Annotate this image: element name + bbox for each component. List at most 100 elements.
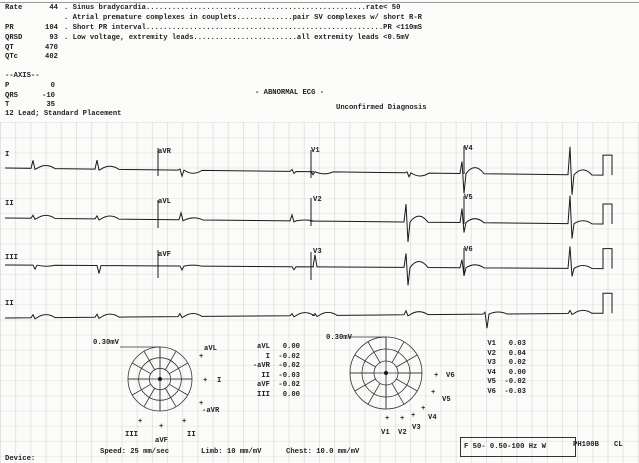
lead-label-iii: III — [5, 254, 18, 262]
vector-value: -0.03 — [278, 371, 300, 380]
limb-label-avl: aVL — [204, 345, 217, 353]
plus-mark: + — [431, 389, 436, 397]
measure-qtc-label: QTc — [5, 53, 18, 61]
vector-spoke — [132, 383, 151, 396]
plus-mark: + — [434, 372, 439, 380]
vector-spoke — [169, 383, 188, 396]
lead-label-v4: V4 — [464, 145, 473, 153]
filter-setting: F 50- 0.50-100 Hz W — [464, 443, 546, 451]
vector-value: -0.03 — [504, 387, 526, 396]
plus-mark: + — [411, 412, 416, 420]
vector-value: -0.02 — [278, 381, 300, 389]
limb-label-avf: aVF — [155, 437, 168, 445]
measure-pr-value: 104 — [45, 24, 58, 32]
vector-spoke — [169, 362, 188, 375]
vector-spoke — [143, 388, 156, 407]
measure-pr-label: PR — [5, 24, 14, 32]
vector-spoke — [354, 354, 376, 368]
vector-lead: V1 — [487, 340, 496, 348]
vector-value: 0.00 — [508, 368, 526, 377]
device-model: PH100B — [573, 441, 599, 449]
trace-row-4 — [4, 292, 613, 329]
lead-label-ii: II — [5, 200, 14, 208]
vector-spoke — [396, 354, 418, 368]
lead-label-v6: V6 — [464, 246, 473, 254]
limb-label-navr: -aVR — [202, 407, 220, 415]
device-label: Device: — [5, 455, 36, 463]
lead-label-v5: V5 — [464, 194, 473, 202]
top-rule — [0, 2, 639, 3]
chest-label-v2: V2 — [398, 429, 407, 437]
vector-spoke — [164, 388, 177, 407]
measure-rate-label: Rate — [5, 4, 23, 12]
vector-value: -0.02 — [278, 352, 300, 361]
vector-lead: V2 — [487, 349, 496, 358]
vector-value: -0.02 — [278, 362, 300, 370]
measure-rate-value: 44 — [49, 4, 58, 12]
lead-label-v2: V2 — [313, 196, 322, 204]
chest-scale: 0.30mV — [326, 334, 352, 342]
measure-qrsd-value: 93 — [49, 34, 58, 42]
limb-gain: Limb: 10 mm/mV — [201, 448, 262, 456]
limb-label-i: I — [217, 377, 222, 385]
limb-label-iii: III — [125, 431, 138, 439]
trace-row-2 — [4, 195, 613, 243]
vector-spoke — [354, 378, 376, 392]
plus-mark: + — [199, 353, 204, 361]
lead-label-avr: aVR — [158, 148, 171, 156]
lead-label-avl: aVL — [158, 198, 171, 206]
measure-qrsd-label: QRSD — [5, 34, 23, 42]
vector-spoke — [396, 378, 418, 392]
axis-qrs-value: -10 — [42, 92, 55, 100]
vector-lead: V5 — [487, 378, 496, 386]
vector-lead: II — [261, 371, 270, 380]
lead-label-rhythm-ii: II — [5, 300, 14, 308]
axis-t-value: 35 — [46, 101, 55, 109]
vector-value: 0.00 — [282, 343, 300, 351]
chest-label-v3: V3 — [412, 424, 421, 432]
limb-label-ii: II — [187, 431, 196, 439]
vector-lead: V6 — [487, 387, 496, 396]
plus-mark: + — [385, 415, 390, 423]
plus-mark: + — [421, 405, 426, 413]
interp-line: . Low voltage, extremity leads..........… — [64, 34, 410, 42]
plus-mark: + — [203, 377, 208, 385]
diagnosis-status: Unconfirmed Diagnosis — [336, 104, 427, 112]
plus-mark: + — [199, 400, 204, 408]
chest-label-v4: V4 — [428, 414, 437, 422]
lead-label-i: I — [5, 151, 10, 159]
vector-lead: -aVR — [252, 362, 270, 370]
vector-value: 0.02 — [508, 359, 526, 367]
speed-setting: Speed: 25 mm/sec — [100, 448, 170, 456]
limb-scale: 0.30mV — [93, 339, 119, 347]
vector-spoke — [391, 383, 405, 405]
vector-lead: V3 — [487, 359, 496, 367]
interp-line: . Sinus bradycardia.....................… — [64, 4, 401, 12]
vector-value: 0.04 — [508, 349, 526, 358]
trace-row-1 — [4, 146, 613, 195]
vector-lead: III — [257, 390, 270, 399]
vector-spoke — [367, 341, 381, 363]
vector-lead: aVL — [257, 343, 270, 351]
vector-lead: V4 — [487, 368, 496, 377]
axis-p-label: P — [5, 82, 10, 90]
measure-qt-label: QT — [5, 44, 14, 52]
vector-origin-dot — [157, 376, 163, 382]
chest-label-v5: V5 — [442, 396, 451, 404]
interp-line: . Atrial premature complexes in couplets… — [64, 14, 422, 22]
chest-label-v6: V6 — [446, 372, 455, 380]
axis-title: --AXIS-- — [5, 72, 40, 80]
lead-placement: 12 Lead; Standard Placement — [5, 110, 122, 118]
interp-line: . Short PR interval.....................… — [64, 24, 422, 32]
plus-mark: + — [138, 418, 143, 426]
vector-lead: I — [265, 352, 270, 361]
vector-value: 0.00 — [282, 390, 300, 399]
measure-qt-value: 470 — [45, 44, 58, 52]
vector-spoke — [391, 341, 405, 363]
measure-qtc-value: 402 — [45, 53, 58, 61]
vector-lead: aVF — [257, 381, 270, 389]
trace-row-3 — [4, 246, 613, 286]
vector-value: 0.03 — [508, 340, 526, 348]
plus-mark: + — [182, 418, 187, 426]
